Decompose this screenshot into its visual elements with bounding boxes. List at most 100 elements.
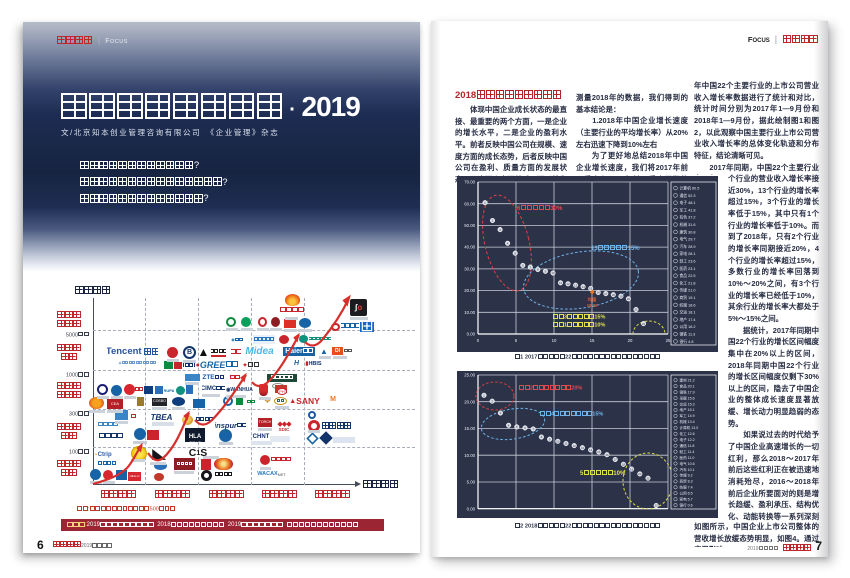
svg-text:20.00: 20.00 [464, 288, 475, 293]
svg-text:有色 37.2: 有色 37.2 [680, 215, 696, 220]
svg-text:家电 28.1: 家电 28.1 [680, 251, 696, 256]
svg-text:12: 12 [566, 282, 570, 286]
svg-text:轻工 23.6: 轻工 23.6 [680, 259, 696, 264]
svg-text:纺服 18.6: 纺服 18.6 [680, 302, 696, 307]
svg-text:传媒 21.0: 传媒 21.0 [680, 288, 696, 293]
svg-text:16: 16 [605, 453, 609, 457]
svg-text:20: 20 [638, 472, 642, 476]
svg-text:商贸 8.3: 商贸 8.3 [680, 479, 693, 484]
svg-text:15.00: 15.00 [464, 426, 475, 431]
svg-text:19: 19 [619, 294, 623, 298]
svg-text:13: 13 [581, 446, 585, 450]
svg-text:21: 21 [646, 476, 650, 480]
svg-text:汽车 10.1: 汽车 10.1 [680, 467, 695, 472]
svg-text:15: 15 [590, 338, 595, 343]
svg-text:6: 6 [524, 426, 526, 430]
svg-text:20: 20 [628, 338, 633, 343]
svg-text:1: 1 [483, 394, 485, 398]
svg-text:17: 17 [604, 292, 608, 296]
svg-text:10.00: 10.00 [464, 453, 475, 458]
svg-text:9: 9 [545, 270, 547, 274]
svg-text:4: 4 [507, 242, 509, 246]
svg-text:通信 11.8: 通信 11.8 [680, 443, 695, 448]
svg-text:化工 12.6: 化工 12.6 [680, 431, 695, 436]
svg-text:医药 11.0: 医药 11.0 [680, 455, 695, 460]
svg-text:计算机 60.5: 计算机 60.5 [680, 186, 700, 191]
svg-text:钢铁 17.9: 钢铁 17.9 [680, 389, 695, 394]
svg-text:7: 7 [532, 427, 534, 431]
svg-text:电气 29.7: 电气 29.7 [680, 237, 696, 242]
svg-text:20.00: 20.00 [464, 399, 475, 404]
svg-text:地产 17.4: 地产 17.4 [680, 317, 696, 322]
svg-text:70.00: 70.00 [464, 180, 475, 185]
svg-text:21: 21 [634, 308, 638, 312]
svg-text:7: 7 [529, 265, 531, 269]
svg-text:20: 20 [627, 297, 631, 301]
svg-text:16: 16 [597, 291, 601, 295]
svg-text:10: 10 [552, 338, 557, 343]
svg-text:轻工 11.4: 轻工 11.4 [680, 449, 695, 454]
svg-text:11: 11 [559, 281, 562, 285]
svg-text:机械 31.6: 机械 31.6 [680, 222, 696, 227]
svg-text:13: 13 [574, 283, 578, 287]
svg-text:军工 41.8: 军工 41.8 [680, 207, 696, 212]
svg-text:0: 0 [477, 338, 480, 343]
svg-text:电气 10.6: 电气 10.6 [680, 461, 695, 466]
svg-text:25.00: 25.00 [464, 373, 475, 378]
svg-text:纺服 7.4: 纺服 7.4 [680, 485, 693, 490]
svg-text:1: 1 [484, 201, 486, 205]
svg-text:10: 10 [556, 440, 560, 444]
svg-text:汽车 28.9: 汽车 28.9 [680, 244, 696, 249]
svg-text:机械 13.4: 机械 13.4 [680, 419, 695, 424]
svg-text:8: 8 [541, 435, 543, 439]
svg-text:14: 14 [581, 285, 585, 289]
svg-text:公用 16.2: 公用 16.2 [680, 324, 696, 329]
svg-text:10: 10 [551, 271, 555, 275]
svg-text:50.00: 50.00 [464, 223, 475, 228]
svg-text:12: 12 [573, 444, 577, 448]
svg-text:17: 17 [614, 458, 618, 462]
svg-text:22: 22 [642, 322, 646, 326]
svg-text:9: 9 [549, 437, 551, 441]
svg-text:22: 22 [655, 504, 659, 508]
svg-text:交运 15.3: 交运 15.3 [680, 401, 695, 406]
svg-text:电子 12.2: 电子 12.2 [680, 437, 695, 442]
svg-text:银行 4.8: 银行 4.8 [680, 339, 694, 344]
svg-text:4: 4 [508, 424, 510, 428]
svg-text:钢铁 11.3: 钢铁 11.3 [680, 332, 696, 337]
svg-text:医药 23.1: 医药 23.1 [680, 266, 696, 271]
svg-text:30.00: 30.00 [464, 267, 475, 272]
svg-text:2: 2 [491, 399, 493, 403]
svg-text:18: 18 [622, 463, 626, 467]
svg-text:建材 21.2: 建材 21.2 [680, 378, 695, 383]
svg-text:8: 8 [537, 268, 539, 272]
svg-text:15: 15 [597, 450, 601, 454]
svg-text:25: 25 [666, 338, 671, 343]
svg-text:3: 3 [499, 228, 501, 232]
svg-text:化工 21.8: 化工 21.8 [680, 280, 696, 285]
svg-text:公用 6.5: 公用 6.5 [680, 491, 693, 496]
svg-text:40.00: 40.00 [464, 245, 475, 250]
svg-text:14: 14 [589, 448, 593, 452]
svg-text:0.00: 0.00 [467, 332, 476, 337]
svg-text:军工 14.9: 军工 14.9 [680, 414, 695, 418]
svg-text:5.00: 5.00 [467, 480, 476, 485]
svg-text:食品 22.5: 食品 22.5 [680, 273, 696, 278]
svg-text:60.00: 60.00 [464, 201, 475, 206]
svg-text:通信 52.3: 通信 52.3 [680, 193, 696, 198]
svg-text:银行 0.6: 银行 0.6 [680, 502, 693, 507]
svg-text:19: 19 [630, 467, 634, 471]
svg-text:采掘 15.6: 采掘 15.6 [680, 395, 695, 400]
svg-text:6: 6 [522, 264, 524, 268]
svg-text:地产 15.1: 地产 15.1 [680, 407, 695, 412]
svg-text:电子 48.1: 电子 48.1 [680, 200, 696, 205]
svg-text:0.00: 0.00 [467, 506, 476, 511]
svg-text:食品 20.1: 食品 20.1 [680, 383, 695, 388]
svg-text:传媒 9.2: 传媒 9.2 [680, 473, 693, 478]
svg-text:10.00: 10.00 [464, 310, 475, 315]
svg-text:2: 2 [492, 219, 494, 223]
svg-text:5: 5 [514, 251, 516, 255]
svg-text:5: 5 [516, 425, 518, 429]
svg-text:计算机 13.0: 计算机 13.0 [680, 425, 699, 430]
svg-text:15: 15 [589, 287, 593, 291]
